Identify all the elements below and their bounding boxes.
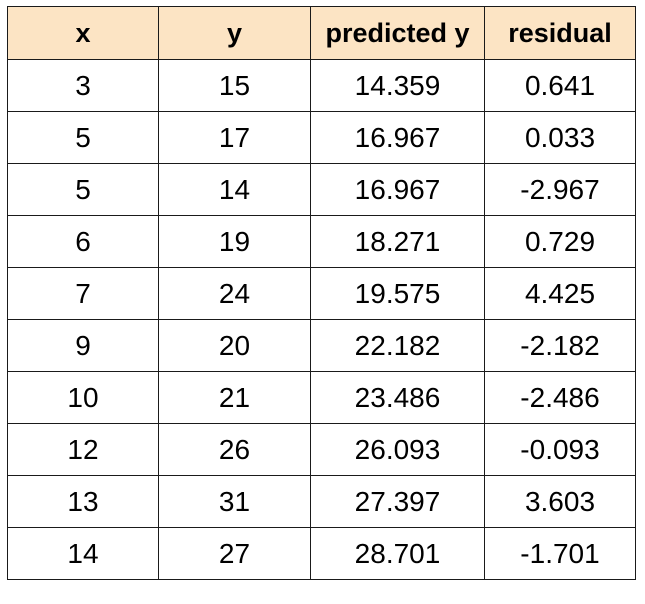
cell-residual: -0.093	[484, 423, 636, 476]
cell-x: 12	[7, 423, 159, 476]
table-row: 10 21 23.486 -2.486	[7, 371, 636, 424]
cell-predicted-y: 18.271	[310, 215, 485, 268]
table-row: 3 15 14.359 0.641	[7, 59, 636, 112]
cell-x: 6	[7, 215, 159, 268]
header-row: x y predicted y residual	[7, 6, 636, 60]
column-header-x: x	[7, 6, 159, 60]
table-row: 14 27 28.701 -1.701	[7, 527, 636, 580]
cell-x: 5	[7, 111, 159, 164]
table-row: 5 14 16.967 -2.967	[7, 163, 636, 216]
cell-predicted-y: 14.359	[310, 59, 485, 112]
cell-x: 5	[7, 163, 159, 216]
table-row: 12 26 26.093 -0.093	[7, 423, 636, 476]
column-header-y: y	[158, 6, 311, 60]
cell-y: 20	[158, 319, 311, 372]
cell-predicted-y: 16.967	[310, 163, 485, 216]
cell-residual: -2.182	[484, 319, 636, 372]
cell-residual: -2.967	[484, 163, 636, 216]
cell-y: 15	[158, 59, 311, 112]
table-row: 13 31 27.397 3.603	[7, 475, 636, 528]
cell-predicted-y: 26.093	[310, 423, 485, 476]
column-header-residual: residual	[484, 6, 636, 60]
cell-x: 13	[7, 475, 159, 528]
table-row: 7 24 19.575 4.425	[7, 267, 636, 320]
column-header-predicted-y: predicted y	[310, 6, 485, 60]
table-row: 6 19 18.271 0.729	[7, 215, 636, 268]
cell-residual: -2.486	[484, 371, 636, 424]
table-header: x y predicted y residual	[7, 6, 636, 60]
cell-residual: 0.641	[484, 59, 636, 112]
cell-x: 3	[7, 59, 159, 112]
cell-residual: -1.701	[484, 527, 636, 580]
cell-predicted-y: 22.182	[310, 319, 485, 372]
cell-y: 19	[158, 215, 311, 268]
cell-y: 26	[158, 423, 311, 476]
cell-y: 27	[158, 527, 311, 580]
table-row: 9 20 22.182 -2.182	[7, 319, 636, 372]
table-body: 3 15 14.359 0.641 5 17 16.967 0.033 5 14…	[7, 59, 636, 580]
cell-x: 14	[7, 527, 159, 580]
cell-y: 14	[158, 163, 311, 216]
cell-predicted-y: 27.397	[310, 475, 485, 528]
cell-y: 21	[158, 371, 311, 424]
cell-residual: 0.033	[484, 111, 636, 164]
cell-predicted-y: 16.967	[310, 111, 485, 164]
cell-x: 7	[7, 267, 159, 320]
cell-predicted-y: 23.486	[310, 371, 485, 424]
cell-x: 10	[7, 371, 159, 424]
cell-residual: 3.603	[484, 475, 636, 528]
residuals-table: x y predicted y residual 3 15 14.359 0.6…	[7, 6, 636, 580]
cell-y: 17	[158, 111, 311, 164]
cell-y: 24	[158, 267, 311, 320]
cell-y: 31	[158, 475, 311, 528]
cell-x: 9	[7, 319, 159, 372]
cell-predicted-y: 19.575	[310, 267, 485, 320]
cell-residual: 0.729	[484, 215, 636, 268]
cell-residual: 4.425	[484, 267, 636, 320]
table-row: 5 17 16.967 0.033	[7, 111, 636, 164]
cell-predicted-y: 28.701	[310, 527, 485, 580]
